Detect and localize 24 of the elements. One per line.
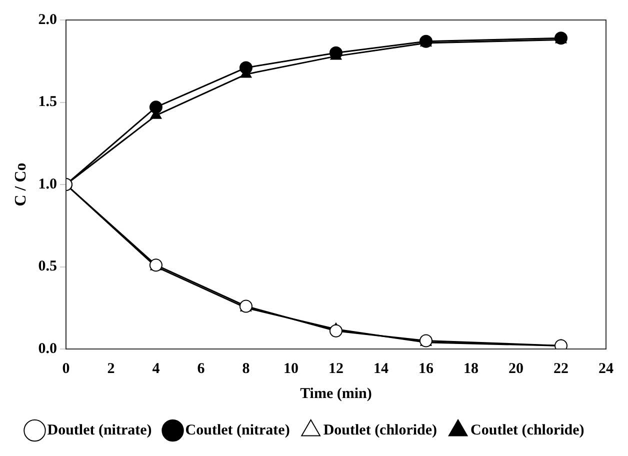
x-tick-label: 4 bbox=[152, 360, 160, 377]
legend-label: Doutlet (nitrate) bbox=[47, 422, 152, 438]
x-tick-label: 12 bbox=[328, 360, 344, 377]
y-tick-label: 0.5 bbox=[38, 258, 57, 275]
x-tick-label: 2 bbox=[107, 360, 115, 377]
x-tick-label: 16 bbox=[418, 360, 434, 377]
legend-label: Coutlet (chloride) bbox=[470, 422, 584, 438]
x-tick-label: 20 bbox=[508, 360, 524, 377]
y-tick-label: 2.0 bbox=[38, 12, 57, 28]
y-axis-title: C / Co bbox=[12, 162, 30, 206]
legend-label: Coutlet (nitrate) bbox=[185, 422, 290, 438]
y-tick-label: 0.0 bbox=[38, 340, 57, 357]
y-tick-label: 1.5 bbox=[38, 94, 57, 110]
x-tick-label: 6 bbox=[197, 360, 206, 377]
x-tick-label: 22 bbox=[553, 360, 568, 377]
x-tick-label: 10 bbox=[283, 360, 298, 377]
y-tick-label: 1.0 bbox=[38, 176, 57, 192]
legend-label: Doutlet (chloride) bbox=[323, 422, 438, 438]
x-tick-label: 8 bbox=[242, 360, 250, 377]
x-tick-label: 0 bbox=[62, 360, 70, 377]
x-tick-label: 24 bbox=[598, 360, 614, 377]
x-axis-title: Time (min) bbox=[300, 386, 372, 402]
x-tick-label: 14 bbox=[373, 360, 389, 377]
x-tick-label: 18 bbox=[463, 360, 478, 377]
